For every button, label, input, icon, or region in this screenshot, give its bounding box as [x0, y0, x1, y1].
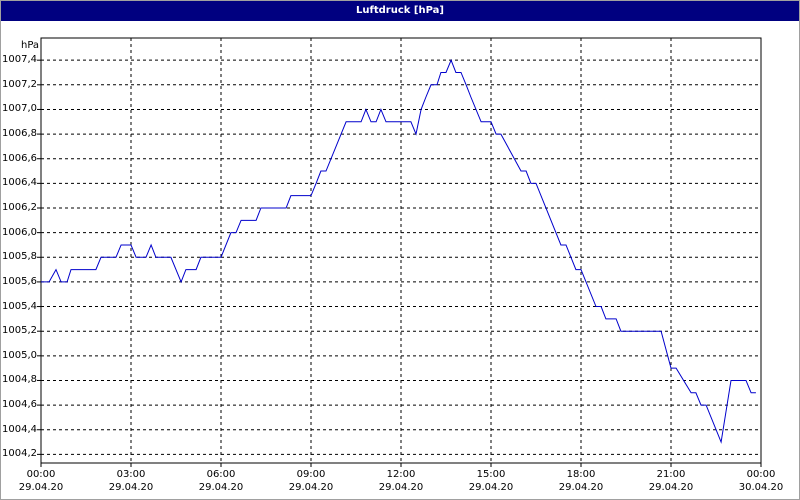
- title-bar: Luftdruck [hPa]: [1, 1, 799, 21]
- x-tick-label: 00:00 30.04.20: [738, 469, 784, 493]
- y-tick-label: 1006,6: [2, 152, 37, 164]
- x-tick-label: 18:00 29.04.20: [558, 469, 604, 493]
- x-tick-label: 00:00 29.04.20: [18, 469, 64, 493]
- y-tick-label: 1004,6: [2, 399, 37, 411]
- y-tick-label: 1004,2: [2, 448, 37, 460]
- x-tick-label: 12:00 29.04.20: [378, 469, 424, 493]
- y-tick-label: 1006,2: [2, 202, 37, 213]
- y-tick-label: 1007,0: [2, 103, 37, 115]
- y-tick-label: 1006,8: [2, 128, 37, 140]
- y-tick-label: 1004,4: [2, 423, 37, 435]
- y-tick-label: 1006,4: [2, 177, 37, 189]
- pressure-line: [41, 58, 756, 444]
- x-tick-label: 15:00 29.04.20: [468, 469, 514, 493]
- y-tick-label: 1005,6: [2, 275, 37, 287]
- y-tick-label: 1005,4: [2, 300, 37, 312]
- y-tick-label: 1007,4: [2, 54, 37, 66]
- y-tick-label: 1005,8: [2, 251, 37, 263]
- y-tick-label: 1006,0: [2, 226, 37, 238]
- plot-border: [40, 37, 762, 464]
- y-tick-label: 1007,2: [2, 78, 37, 90]
- x-tick-label: 09:00 29.04.20: [288, 469, 334, 493]
- x-tick-label: 06:00 29.04.20: [198, 469, 244, 493]
- x-tick-label: 21:00 29.04.20: [648, 469, 694, 493]
- y-tick-label: 1005,0: [2, 349, 37, 361]
- x-tick-label: 03:00 29.04.20: [108, 469, 154, 493]
- y-axis-unit: hPa: [21, 40, 40, 51]
- y-tick-label: 1004,8: [2, 374, 37, 386]
- y-tick-label: 1005,2: [2, 325, 37, 337]
